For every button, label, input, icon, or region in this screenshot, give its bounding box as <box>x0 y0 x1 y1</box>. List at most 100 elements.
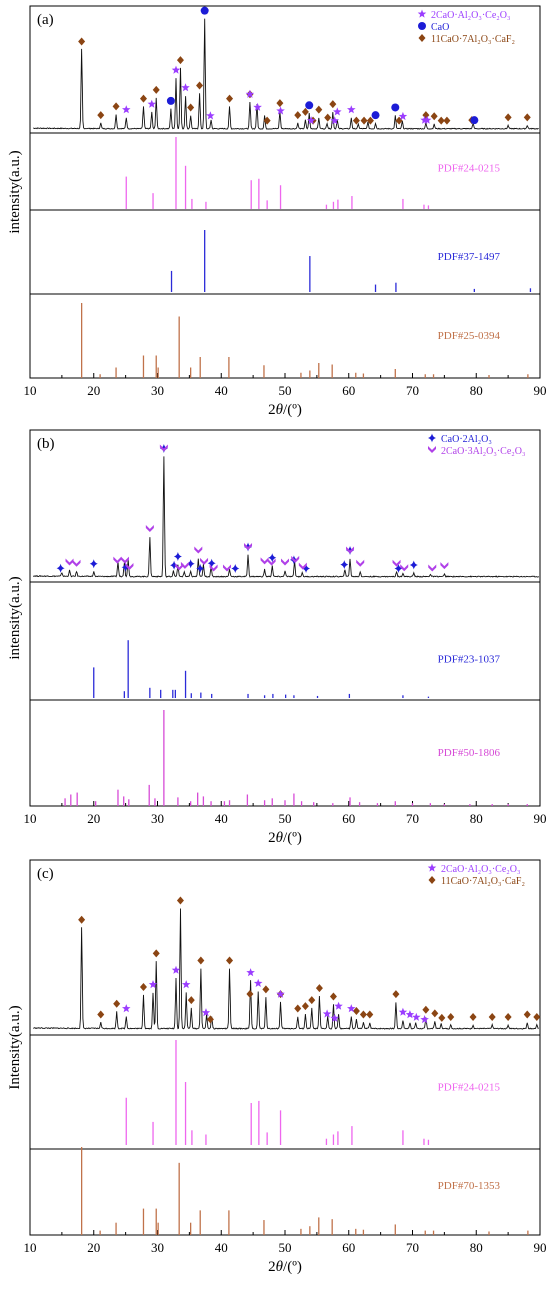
diamond-marker <box>488 1012 496 1021</box>
diamond-marker <box>443 116 451 125</box>
y-axis-label: intensity(a.u.) <box>7 576 23 659</box>
reference-card-label: PDF#50-1806 <box>438 747 501 759</box>
x-axis-label-unit: /(º) <box>283 402 302 418</box>
diamond-marker <box>187 103 195 112</box>
plot-frame <box>29 5 541 379</box>
chevron-marker <box>180 561 189 569</box>
chevron-marker <box>159 444 168 452</box>
diamond-marker <box>197 956 205 965</box>
star-marker <box>333 107 342 116</box>
x-tick-label: 30 <box>151 383 164 398</box>
circle-marker <box>418 22 426 30</box>
chevron-marker <box>267 558 276 566</box>
panel-a: (a) intensity(a.u.) 10 20 30 40 50 60 70 80 90 2θ/(… <box>7 5 547 418</box>
circle-marker <box>470 116 479 125</box>
diamond-marker <box>359 1010 367 1019</box>
circle-marker <box>200 6 209 15</box>
x-tick-label: 70 <box>406 383 419 398</box>
measured-pattern-line <box>32 456 540 578</box>
star-marker <box>347 1004 356 1013</box>
star-marker <box>181 83 190 92</box>
chevron-marker <box>392 559 401 567</box>
star-marker <box>181 980 191 989</box>
chevron-marker <box>400 564 409 572</box>
diamond-marker <box>352 116 360 125</box>
x-tick-label: 40 <box>215 383 228 398</box>
diamond-marker <box>430 112 438 121</box>
diamond-marker <box>422 111 430 120</box>
diamond-marker <box>276 99 284 108</box>
diamond4-marker <box>340 560 349 570</box>
circle-marker <box>371 111 380 120</box>
star-marker <box>322 1009 332 1018</box>
chevron-marker <box>291 555 300 563</box>
x-tick-label: 90 <box>534 1240 547 1255</box>
x-axis-label-main: 2 <box>268 1259 276 1275</box>
diamond4-marker <box>173 552 182 562</box>
diamond-marker <box>112 102 120 111</box>
diamond-marker <box>533 1012 541 1021</box>
star-marker <box>276 989 285 998</box>
chevron-marker <box>428 564 437 572</box>
diamond4-marker <box>207 558 216 568</box>
x-tick-label: 40 <box>215 811 228 826</box>
x-tick-label: 10 <box>24 1240 37 1255</box>
x-tick-label: 30 <box>151 811 164 826</box>
diamond-marker <box>78 915 86 924</box>
chevron-marker <box>244 542 253 550</box>
star-marker <box>253 102 262 111</box>
chevron-marker <box>72 559 81 567</box>
x-tick-label: 30 <box>151 1240 164 1255</box>
star-marker <box>206 111 215 120</box>
panel-label: (a) <box>37 12 54 28</box>
chevron-marker <box>346 546 355 554</box>
diamond-marker <box>523 113 531 122</box>
star-marker <box>201 1008 211 1017</box>
diamond-marker <box>301 1002 309 1011</box>
chevron-marker <box>113 556 122 564</box>
legend-label: CaO <box>431 22 449 33</box>
star-marker <box>245 89 255 98</box>
diamond-marker <box>262 985 270 994</box>
star-marker <box>412 1012 421 1021</box>
plot-frame <box>29 859 541 1236</box>
diamond-marker <box>196 81 204 90</box>
star-marker <box>122 105 131 114</box>
star-marker <box>171 65 181 74</box>
diamond-marker <box>422 1005 430 1014</box>
chevron-marker <box>65 558 74 566</box>
diamond4-marker <box>121 562 130 572</box>
panel-c: (c) Intensity(a.u.) 10 20 30 40 50 60 70 80 90 2θ/(… <box>7 859 547 1275</box>
x-tick-label: 90 <box>534 811 547 826</box>
star-marker <box>276 106 285 115</box>
x-axis-label-main: 2 <box>268 402 276 418</box>
diamond4-marker <box>89 559 98 569</box>
panel-label: (b) <box>37 436 55 452</box>
star-marker <box>398 1007 408 1016</box>
diamond-marker <box>187 996 195 1005</box>
diamond-marker <box>97 1010 105 1019</box>
circle-marker <box>166 96 175 105</box>
diamond-marker <box>97 111 105 120</box>
diamond-marker <box>366 1010 374 1019</box>
diamond-marker <box>437 116 445 125</box>
chevron-marker <box>200 557 209 565</box>
diamond-marker <box>206 1015 214 1024</box>
diamond-marker <box>392 990 400 999</box>
chevron-marker <box>260 557 269 565</box>
diamond-marker <box>301 107 309 116</box>
diamond-marker <box>152 949 160 958</box>
diamond-marker <box>366 116 374 125</box>
chevron-marker <box>440 562 449 570</box>
star-marker <box>420 1015 429 1024</box>
diamond-marker <box>523 1010 531 1019</box>
star-marker <box>417 9 427 18</box>
reference-card-label: PDF#24-0215 <box>438 163 501 175</box>
x-tick-label: 50 <box>279 383 292 398</box>
y-axis-label: intensity(a.u.) <box>7 150 23 233</box>
x-tick-label: 50 <box>279 811 292 826</box>
x-tick-label: 10 <box>24 811 37 826</box>
